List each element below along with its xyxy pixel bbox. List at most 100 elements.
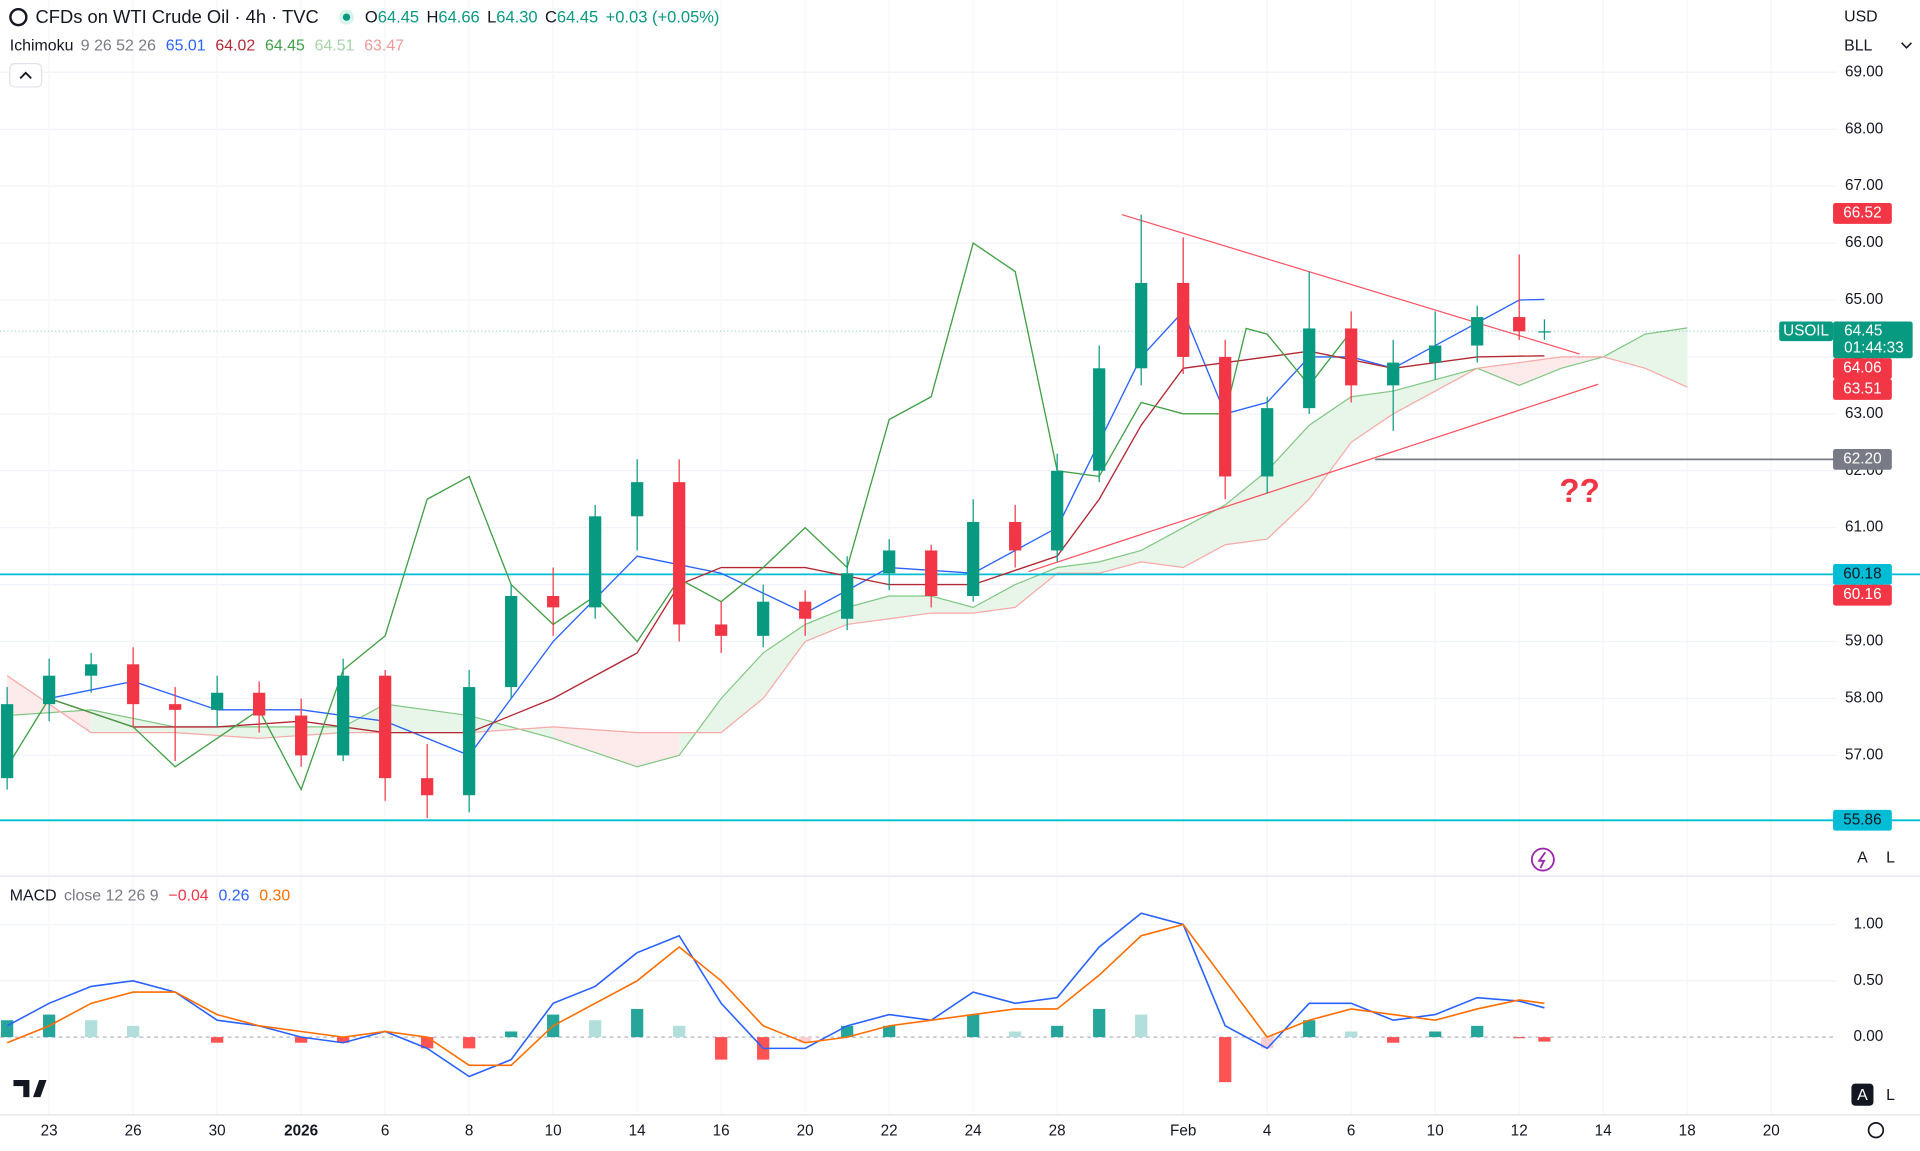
indicator-value: 0.30 bbox=[259, 888, 290, 905]
ohlc-key: L bbox=[487, 8, 496, 27]
cloud-fill bbox=[175, 726, 260, 739]
unit-chevron bbox=[1901, 42, 1912, 49]
label-layer: 57.0058.0059.0060.0061.0062.0063.0064.00… bbox=[41, 63, 1913, 1139]
cloud-fill bbox=[763, 624, 806, 699]
y-tick-label: 0.50 bbox=[1853, 972, 1883, 989]
price-tag-text: 62.20 bbox=[1843, 450, 1881, 467]
candle-body bbox=[127, 664, 140, 705]
candle-body bbox=[43, 675, 56, 705]
histogram-bar bbox=[673, 1025, 686, 1038]
macd-auto-button-bg[interactable] bbox=[1851, 1083, 1874, 1106]
candle-body bbox=[883, 550, 896, 574]
price-tag bbox=[1833, 584, 1892, 606]
histogram-bar bbox=[1135, 1014, 1148, 1038]
x-tick-label: 14 bbox=[1595, 1122, 1613, 1139]
histogram-bar bbox=[1093, 1008, 1106, 1038]
x-tick-label: 2026 bbox=[284, 1122, 318, 1139]
macd-auto-button[interactable]: A bbox=[1857, 1087, 1868, 1104]
histogram-bar bbox=[505, 1031, 518, 1038]
histogram-bar bbox=[1261, 1037, 1274, 1049]
histogram-bar bbox=[1303, 1020, 1316, 1038]
candle-body bbox=[1303, 328, 1316, 409]
change: +0.03 (+0.05%) bbox=[606, 8, 720, 27]
indicator-value: 0.26 bbox=[218, 888, 249, 905]
x-tick-label: 22 bbox=[881, 1122, 898, 1139]
candle-body bbox=[295, 715, 308, 756]
cloud-fill bbox=[1183, 504, 1226, 568]
settings-icon[interactable] bbox=[1867, 1121, 1885, 1139]
last-price-tag bbox=[1833, 321, 1913, 359]
candle-body bbox=[1387, 362, 1400, 386]
macd-legend[interactable]: MACD close 12 26 9 −0.04 0.26 0.30 bbox=[10, 888, 291, 905]
x-tick-label: 23 bbox=[41, 1122, 58, 1139]
y-tick-label: 68.00 bbox=[1845, 120, 1883, 137]
candle-body bbox=[505, 595, 518, 688]
countdown-text: 01:44:33 bbox=[1844, 339, 1904, 356]
chart-title: CFDs on WTI Crude Oil · 4h · TVC bbox=[36, 6, 319, 27]
price-tag bbox=[1833, 563, 1892, 585]
cloud-fill bbox=[637, 732, 680, 767]
histogram-bar bbox=[1009, 1031, 1022, 1038]
y-tick-label: 57.00 bbox=[1845, 746, 1883, 763]
x-tick-label: 6 bbox=[1347, 1122, 1356, 1139]
cloud-fill bbox=[973, 584, 1016, 614]
macd-log-button[interactable]: L bbox=[1886, 1087, 1895, 1104]
candle-body bbox=[1261, 408, 1274, 477]
x-tick-label: 12 bbox=[1511, 1122, 1528, 1139]
log-scale-button[interactable]: L bbox=[1886, 850, 1895, 867]
ohlc-key: H bbox=[426, 8, 438, 27]
candle-body bbox=[1009, 521, 1022, 551]
cloud-fill bbox=[1477, 362, 1520, 386]
x-tick-label: 18 bbox=[1679, 1122, 1696, 1139]
indicator-params: 9 26 52 26 bbox=[81, 38, 156, 55]
x-tick-label: 20 bbox=[1763, 1122, 1780, 1139]
candle-body bbox=[211, 692, 224, 710]
trendline bbox=[1028, 383, 1599, 573]
indicator-value: 64.02 bbox=[215, 38, 255, 55]
ohlc-value: 64.66 bbox=[438, 8, 479, 27]
x-tick-label: 14 bbox=[629, 1122, 647, 1139]
price-tag-text: 63.51 bbox=[1843, 381, 1881, 398]
histogram-bar bbox=[1387, 1037, 1400, 1043]
x-tick-label: 16 bbox=[713, 1122, 730, 1139]
price-tag bbox=[1833, 809, 1892, 831]
cloud-fill bbox=[931, 595, 974, 614]
price-tag-text: 60.16 bbox=[1843, 586, 1881, 603]
price-tag bbox=[1833, 203, 1892, 224]
alert-icon[interactable] bbox=[1530, 847, 1555, 872]
y-tick-label: 63.00 bbox=[1845, 405, 1883, 422]
ohlc-value: 64.45 bbox=[557, 8, 598, 27]
price-tag-text: 66.52 bbox=[1843, 205, 1881, 222]
ohlc-key: O bbox=[365, 8, 378, 27]
histogram-bar bbox=[337, 1037, 350, 1043]
x-tick-label: 24 bbox=[965, 1122, 983, 1139]
last-price-text: 64.45 bbox=[1844, 322, 1882, 339]
histogram-bar bbox=[715, 1037, 728, 1060]
cloud-fill bbox=[721, 652, 764, 733]
ohlc-value: 64.30 bbox=[496, 8, 537, 27]
cloud-fill bbox=[1645, 327, 1688, 388]
currency[interactable]: USD bbox=[1844, 8, 1878, 25]
histogram-bar bbox=[1429, 1031, 1442, 1038]
unit[interactable]: BLL bbox=[1844, 38, 1872, 55]
histogram-bar bbox=[127, 1025, 140, 1038]
collapse-button[interactable] bbox=[9, 63, 43, 88]
candle-body bbox=[841, 573, 854, 619]
candle-body bbox=[631, 482, 644, 517]
auto-scale-button[interactable]: A bbox=[1857, 850, 1868, 867]
candle-body bbox=[715, 624, 728, 636]
indicator-value: 64.51 bbox=[315, 38, 355, 55]
symbol-icon bbox=[9, 7, 28, 27]
symbol-tag bbox=[1779, 321, 1834, 342]
indicator-name: MACD bbox=[10, 888, 57, 905]
candle-body bbox=[757, 601, 770, 636]
cloud-fill bbox=[1015, 567, 1058, 608]
candle-body bbox=[463, 687, 476, 796]
candle-body bbox=[589, 516, 602, 608]
ohlc-value: 64.45 bbox=[378, 8, 419, 27]
y-tick-label: 66.00 bbox=[1845, 234, 1883, 251]
candle-body bbox=[1219, 356, 1232, 477]
candle-body bbox=[253, 692, 266, 716]
indicator-legend[interactable]: Ichimoku 9 26 52 26 65.01 64.02 64.45 64.51 63… bbox=[10, 38, 404, 55]
y-tick-label: 69.00 bbox=[1845, 63, 1883, 80]
